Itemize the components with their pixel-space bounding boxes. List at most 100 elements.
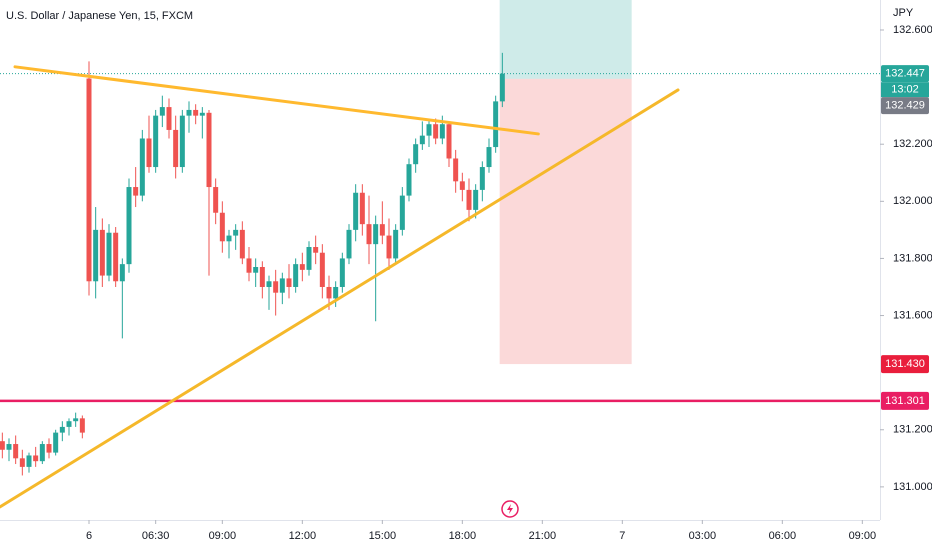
candle-body [33, 455, 39, 462]
entry-price-label-box [881, 97, 929, 115]
candle-body [306, 247, 312, 270]
candle-body [386, 235, 392, 259]
candle-body [159, 107, 165, 116]
x-tick-label: 09:00 [209, 530, 237, 542]
candle-body [393, 229, 399, 259]
candle-body [53, 432, 59, 453]
profit-zone [499, 0, 632, 79]
candle-body [446, 124, 452, 159]
y-tick-label: 131.600 [893, 309, 932, 321]
candle-body [113, 232, 119, 282]
candle-body [373, 224, 379, 245]
candle-body [166, 107, 172, 130]
candle-body [259, 266, 265, 287]
candle-body [179, 115, 185, 168]
candle-body [246, 258, 252, 273]
candle-body [199, 112, 205, 116]
candle-body [499, 73, 505, 102]
candle-body [346, 229, 352, 259]
hline-price-label: 131.301 [885, 395, 925, 407]
candle-body [173, 129, 179, 168]
candle-body [193, 109, 199, 116]
candle-body [333, 286, 339, 299]
trendline [0, 88, 680, 509]
candle-body [273, 281, 279, 293]
countdown-label: 13:02 [891, 84, 919, 96]
hline-price-label-box [881, 391, 929, 410]
candle-body [119, 264, 125, 282]
candle-body [433, 124, 439, 139]
candle-body [459, 181, 465, 190]
candle-body [59, 426, 65, 433]
x-tick-label: 7 [619, 530, 625, 542]
candle-body [266, 281, 272, 287]
x-tick-label: 09:00 [849, 530, 877, 542]
candle-body [13, 444, 19, 459]
candle-body [86, 78, 92, 282]
candle-body [413, 144, 419, 165]
candle-body [46, 444, 52, 453]
candle-body [379, 224, 385, 236]
currency-label: JPY [893, 7, 914, 19]
y-tick-label: 131.000 [893, 481, 932, 493]
candle-body [319, 252, 325, 287]
candle-body [366, 224, 372, 245]
candle-body [293, 264, 299, 287]
y-tick-label: 131.200 [893, 424, 932, 436]
x-tick-label: 06:00 [769, 530, 797, 542]
candle-body [73, 418, 79, 422]
chart-title: U.S. Dollar / Japanese Yen, 15, FXCM [6, 10, 193, 22]
x-tick-label: 15:00 [369, 530, 397, 542]
candle-body [93, 229, 99, 282]
stop-price-label: 131.430 [885, 358, 925, 370]
candle-body [359, 192, 365, 225]
candle-body [66, 421, 72, 427]
x-tick-label: 18:00 [449, 530, 477, 542]
y-tick-label: 132.600 [893, 24, 932, 36]
candle-body [79, 418, 85, 433]
candle-body [439, 124, 445, 139]
candle-body [253, 266, 259, 273]
candle-body [453, 158, 459, 182]
candle-body [106, 232, 112, 276]
candle-body [213, 187, 219, 213]
candle-body [0, 441, 5, 450]
y-tick-label: 131.800 [893, 252, 932, 264]
candle-body [233, 229, 239, 236]
candle-body [493, 101, 499, 148]
candle-body [239, 229, 245, 259]
candle-body [486, 147, 492, 168]
last-price-label-box [881, 65, 929, 83]
candle-body [26, 455, 32, 467]
entry-price-label: 132.429 [885, 100, 925, 112]
event-icon [501, 500, 519, 518]
candle-body [133, 187, 139, 196]
y-tick-label: 132.200 [893, 138, 932, 150]
candle-body [226, 235, 232, 242]
x-tick-label: 6 [86, 530, 92, 542]
x-tick-label: 03:00 [689, 530, 717, 542]
candle-body [146, 138, 152, 168]
candle-body [39, 444, 45, 462]
candle-body [426, 124, 432, 136]
candle-body [353, 192, 359, 230]
x-tick-label: 12:00 [289, 530, 317, 542]
candle-body [206, 112, 212, 188]
candle-body [479, 167, 485, 190]
x-tick-label: 21:00 [529, 530, 557, 542]
candle-body [473, 189, 479, 210]
x-tick-label: 06:30 [142, 530, 170, 542]
candle-body [399, 195, 405, 230]
candle-body [6, 444, 12, 450]
loss-zone [499, 78, 632, 365]
candle-body [419, 135, 425, 145]
candle-body [339, 258, 345, 287]
trendline [13, 65, 540, 136]
candle-body [466, 189, 472, 210]
stop-price-label-box [881, 355, 929, 374]
countdown-box [881, 82, 929, 98]
candle-body [313, 247, 319, 253]
candle-body [99, 229, 105, 276]
candle-body [186, 109, 192, 116]
